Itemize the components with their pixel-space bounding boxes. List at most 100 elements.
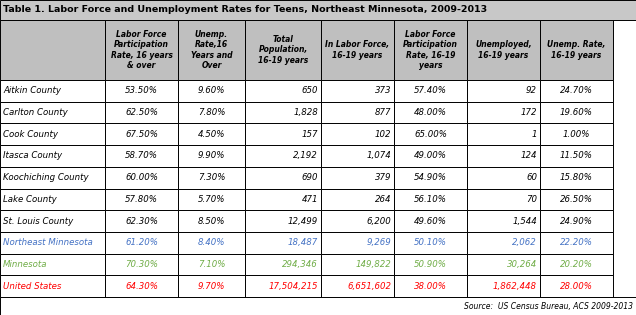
Bar <box>0 145 105 167</box>
Text: 61.20%: 61.20% <box>125 238 158 247</box>
Text: 172: 172 <box>520 108 537 117</box>
Bar <box>245 167 321 188</box>
Text: 373: 373 <box>375 86 391 95</box>
Text: 1,544: 1,544 <box>512 216 537 226</box>
Bar <box>178 232 245 254</box>
Bar <box>394 232 467 254</box>
Bar <box>321 232 394 254</box>
Text: 9,269: 9,269 <box>366 238 391 247</box>
Bar <box>467 254 540 275</box>
Text: 7.30%: 7.30% <box>198 173 225 182</box>
Text: 877: 877 <box>375 108 391 117</box>
Text: 9.90%: 9.90% <box>198 152 225 160</box>
Text: 65.00%: 65.00% <box>414 130 447 139</box>
Bar <box>178 275 245 297</box>
Text: 2,192: 2,192 <box>293 152 318 160</box>
Text: Labor Force
Participation
Rate, 16-19
years: Labor Force Participation Rate, 16-19 ye… <box>403 30 458 70</box>
Bar <box>178 80 245 102</box>
Text: Northeast Minnesota: Northeast Minnesota <box>3 238 93 247</box>
Text: Carlton County: Carlton County <box>3 108 68 117</box>
Text: 70.30%: 70.30% <box>125 260 158 269</box>
Bar <box>394 145 467 167</box>
Bar <box>321 123 394 145</box>
Bar <box>245 145 321 167</box>
Bar <box>540 275 613 297</box>
Bar <box>105 210 178 232</box>
Bar <box>0 167 105 188</box>
Text: Table 1. Labor Force and Unemployment Rates for Teens, Northeast Minnesota, 2009: Table 1. Labor Force and Unemployment Ra… <box>3 5 487 14</box>
Bar <box>245 20 321 80</box>
Bar <box>321 210 394 232</box>
Bar <box>0 232 105 254</box>
Text: 124: 124 <box>520 152 537 160</box>
Bar <box>540 188 613 210</box>
Bar <box>321 145 394 167</box>
Text: 6,200: 6,200 <box>366 216 391 226</box>
Text: 11.50%: 11.50% <box>560 152 593 160</box>
Text: 50.10%: 50.10% <box>414 238 447 247</box>
Bar <box>0 102 105 123</box>
Bar <box>467 145 540 167</box>
Text: 57.80%: 57.80% <box>125 195 158 204</box>
Text: 50.90%: 50.90% <box>414 260 447 269</box>
Bar <box>105 102 178 123</box>
Bar <box>105 20 178 80</box>
Text: 49.00%: 49.00% <box>414 152 447 160</box>
Bar <box>540 20 613 80</box>
Text: 8.40%: 8.40% <box>198 238 225 247</box>
Bar <box>178 123 245 145</box>
Text: 60.00%: 60.00% <box>125 173 158 182</box>
Bar <box>394 123 467 145</box>
Bar <box>105 167 178 188</box>
Text: Koochiching County: Koochiching County <box>3 173 88 182</box>
Text: 264: 264 <box>375 195 391 204</box>
Bar <box>467 210 540 232</box>
Bar <box>245 275 321 297</box>
Bar <box>540 167 613 188</box>
Bar <box>105 275 178 297</box>
Text: 30,264: 30,264 <box>507 260 537 269</box>
Text: 62.50%: 62.50% <box>125 108 158 117</box>
Bar <box>467 102 540 123</box>
Text: 67.50%: 67.50% <box>125 130 158 139</box>
Text: 7.10%: 7.10% <box>198 260 225 269</box>
Bar <box>178 254 245 275</box>
Text: 70: 70 <box>526 195 537 204</box>
Text: 102: 102 <box>375 130 391 139</box>
Bar <box>245 210 321 232</box>
Bar <box>245 80 321 102</box>
Bar <box>178 188 245 210</box>
Text: 7.80%: 7.80% <box>198 108 225 117</box>
Bar <box>467 167 540 188</box>
Bar <box>105 254 178 275</box>
Bar <box>245 123 321 145</box>
Bar <box>394 254 467 275</box>
Text: Cook County: Cook County <box>3 130 58 139</box>
Text: 690: 690 <box>301 173 318 182</box>
Bar <box>321 254 394 275</box>
Text: 64.30%: 64.30% <box>125 282 158 291</box>
Text: 294,346: 294,346 <box>282 260 318 269</box>
Bar <box>394 275 467 297</box>
Bar <box>178 102 245 123</box>
Bar <box>105 188 178 210</box>
Bar <box>540 80 613 102</box>
Bar <box>540 210 613 232</box>
Text: St. Louis County: St. Louis County <box>3 216 73 226</box>
Text: 1: 1 <box>532 130 537 139</box>
Text: 4.50%: 4.50% <box>198 130 225 139</box>
Text: 5.70%: 5.70% <box>198 195 225 204</box>
Bar <box>321 20 394 80</box>
Text: 53.50%: 53.50% <box>125 86 158 95</box>
Text: Aitkin County: Aitkin County <box>3 86 61 95</box>
Text: 28.00%: 28.00% <box>560 282 593 291</box>
Bar <box>105 123 178 145</box>
Bar <box>178 210 245 232</box>
Text: 2,062: 2,062 <box>512 238 537 247</box>
Text: 60: 60 <box>526 173 537 182</box>
Bar <box>245 102 321 123</box>
Text: Labor Force
Participation
Rate, 16 years
& over: Labor Force Participation Rate, 16 years… <box>111 30 172 70</box>
Bar <box>321 167 394 188</box>
Text: 149,822: 149,822 <box>356 260 391 269</box>
Text: Minnesota: Minnesota <box>3 260 48 269</box>
